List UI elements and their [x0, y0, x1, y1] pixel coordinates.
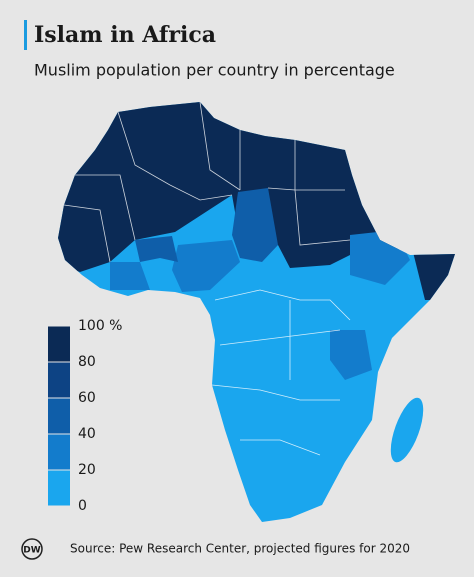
legend-swatch	[48, 398, 70, 434]
source: Source: Pew Research Center, projected f…	[70, 542, 410, 556]
somalia	[410, 240, 455, 300]
title-accent	[24, 20, 27, 50]
tanzania	[330, 330, 372, 380]
subtitle: Muslim population per country in percent…	[34, 61, 395, 80]
nigeria	[172, 240, 240, 292]
legend-swatch	[48, 434, 70, 470]
madagascar	[390, 397, 424, 463]
legend-label: 60	[78, 390, 96, 406]
legend-label: 20	[78, 462, 96, 478]
legend-label: 40	[78, 426, 96, 442]
legend-swatch	[48, 362, 70, 398]
legend-swatch	[48, 326, 70, 362]
logo: DW	[23, 546, 40, 556]
chad	[232, 188, 278, 262]
legend-label: 100 %	[78, 318, 122, 334]
legend-label: 80	[78, 354, 96, 370]
logo-circle	[21, 538, 43, 560]
legend-swatch	[48, 470, 70, 506]
west-coast	[110, 262, 150, 290]
legend-label: 0	[78, 498, 87, 514]
burkina	[135, 236, 178, 262]
title: Islam in Africa	[34, 22, 216, 48]
